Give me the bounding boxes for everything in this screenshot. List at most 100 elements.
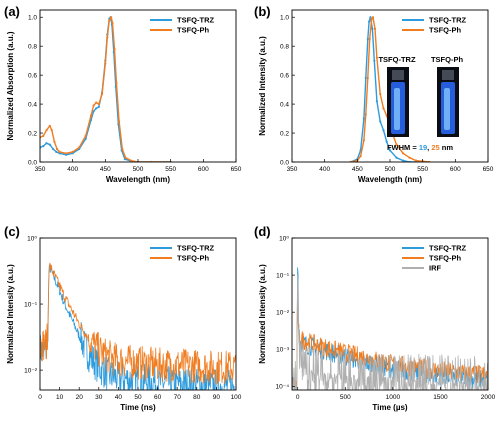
x-tick-label: 500: [340, 394, 351, 401]
vial-cap: [392, 70, 404, 80]
data-point-tsfq-trz: [55, 150, 58, 153]
data-point-tsfq-trz: [369, 16, 372, 19]
y-tick-label: 0.8: [280, 43, 289, 50]
y-axis-title: Normalized Intensity (a.u.): [258, 36, 267, 136]
x-tick-label: 10: [56, 394, 64, 401]
vial-highlight: [394, 88, 400, 130]
y-tick-label: 0.4: [28, 101, 37, 108]
vial-label: TSFQ-Ph: [431, 55, 463, 64]
fwhm-part-v2: 25: [431, 143, 439, 152]
data-point-tsfq-ph: [364, 113, 367, 116]
panel-a: (a) 350 400 450 500 550 600 650 0.0 0.2 0.4 0.6 0.8 1…: [4, 4, 242, 184]
x-tick-label: 90: [213, 394, 221, 401]
fwhm-part-prefix: FWHM =: [387, 143, 419, 152]
data-point-tsfq-trz: [92, 110, 95, 113]
x-tick-label: 450: [352, 166, 363, 173]
data-point-tsfq-ph: [101, 92, 104, 96]
y-tick-label: 0.6: [28, 72, 37, 79]
x-tick-label: 80: [193, 394, 201, 401]
data-point-tsfq-ph: [359, 155, 362, 158]
data-point-tsfq-ph: [368, 37, 371, 41]
data-point-tsfq-ph: [78, 146, 81, 149]
x-tick-label: 500: [133, 166, 144, 173]
legend-label-irf: IRF: [429, 264, 442, 273]
data-point-tsfq-ph: [375, 56, 378, 59]
data-point-tsfq-trz: [371, 27, 374, 30]
data-point-tsfq-ph: [104, 62, 107, 65]
legend-label-tsfq-trz: TSFQ-TRZ: [429, 16, 466, 25]
x-tick-label: 400: [319, 166, 330, 173]
data-point-tsfq-trz: [388, 149, 392, 152]
y-tick-label: 10⁻¹: [276, 272, 290, 279]
y-axis-title: Normalized Intensity (a.u.): [258, 264, 267, 364]
data-point-tsfq-ph: [48, 124, 51, 127]
y-tick-label: 10⁰: [279, 235, 289, 242]
data-point-tsfq-ph: [395, 143, 398, 146]
data-point-tsfq-trz: [52, 147, 55, 151]
panel-label: (c): [4, 224, 20, 239]
data-point-tsfq-ph: [50, 129, 53, 132]
series-line-tsfq-ph: [350, 16, 430, 162]
vial-label: TSFQ-TRZ: [378, 55, 415, 64]
data-point-tsfq-ph: [408, 156, 411, 159]
y-tick-label: 0.2: [280, 130, 289, 137]
data-point-tsfq-ph: [402, 152, 405, 155]
data-point-tsfq-ph: [111, 21, 114, 25]
y-tick-label: 10⁰: [27, 235, 37, 242]
y-tick-label: 10⁻²: [24, 367, 38, 374]
y-tick-label: 0.6: [280, 72, 289, 79]
data-point-tsfq-ph: [42, 134, 45, 137]
y-tick-label: 0.0: [280, 159, 289, 166]
legend-label-tsfq-ph: TSFQ-Ph: [429, 26, 461, 35]
y-tick-label: 10⁻³: [276, 347, 290, 354]
y-tick-label: 10⁻⁴: [276, 384, 290, 391]
x-tick-label: 0: [296, 394, 300, 401]
fwhm-part-sep: ,: [427, 143, 431, 152]
data-point-tsfq-ph: [89, 114, 93, 117]
data-point-tsfq-trz: [97, 105, 100, 109]
data-point-tsfq-trz: [95, 107, 98, 110]
x-tick-label: 70: [174, 394, 182, 401]
data-point-tsfq-ph: [415, 159, 418, 162]
x-tick-label: 1000: [386, 394, 401, 401]
series-line-tsfq-ph: [40, 16, 171, 162]
series-line-irf: [292, 274, 488, 390]
series-line-tsfq-trz: [40, 263, 235, 390]
legend-label-tsfq-ph: TSFQ-Ph: [177, 254, 209, 263]
x-tick-label: 550: [165, 166, 176, 173]
panel-label: (a): [4, 4, 20, 19]
plot-area: [40, 262, 236, 390]
y-tick-label: 10⁻¹: [24, 301, 38, 308]
data-point-tsfq-ph: [382, 107, 385, 110]
y-tick-label: 0.8: [28, 43, 37, 50]
series-line-tsfq-trz: [350, 16, 423, 162]
x-tick-label: 30: [95, 394, 103, 401]
x-tick-label: 40: [115, 394, 123, 401]
panel-d: (d) 0 500 1000 1500 2000 10⁻⁴ 10⁻³ 10⁻² 10⁻¹ 10⁰ Ti…: [254, 224, 496, 412]
x-tick-label: 50: [134, 394, 142, 401]
data-point-tsfq-trz: [48, 143, 51, 146]
vial-highlight: [444, 88, 450, 130]
data-point-tsfq-ph: [370, 17, 373, 20]
y-tick-label: 1.0: [280, 15, 289, 22]
plot-frame: [291, 237, 489, 391]
fwhm-part-v1: 19: [419, 143, 427, 152]
data-point-tsfq-ph: [84, 134, 87, 137]
data-point-tsfq-ph: [106, 36, 109, 39]
data-point-tsfq-ph: [124, 156, 127, 159]
y-axis-title: Normalized Absorption (a.u.): [6, 31, 15, 140]
x-tick-label: 60: [154, 394, 162, 401]
data-point-tsfq-trz: [382, 129, 385, 132]
data-point-tsfq-ph: [95, 101, 98, 104]
x-tick-label: 450: [100, 166, 111, 173]
x-tick-label: 600: [198, 166, 209, 173]
data-point-tsfq-ph: [71, 150, 74, 153]
panel-label: (b): [254, 4, 271, 19]
data-point-tsfq-trz: [366, 37, 369, 41]
data-point-tsfq-trz: [42, 145, 45, 148]
data-point-tsfq-trz: [375, 100, 378, 103]
x-axis-title: Time (µs): [372, 403, 407, 412]
data-point-tsfq-ph: [108, 19, 111, 22]
fwhm-part-unit: nm: [440, 143, 454, 152]
